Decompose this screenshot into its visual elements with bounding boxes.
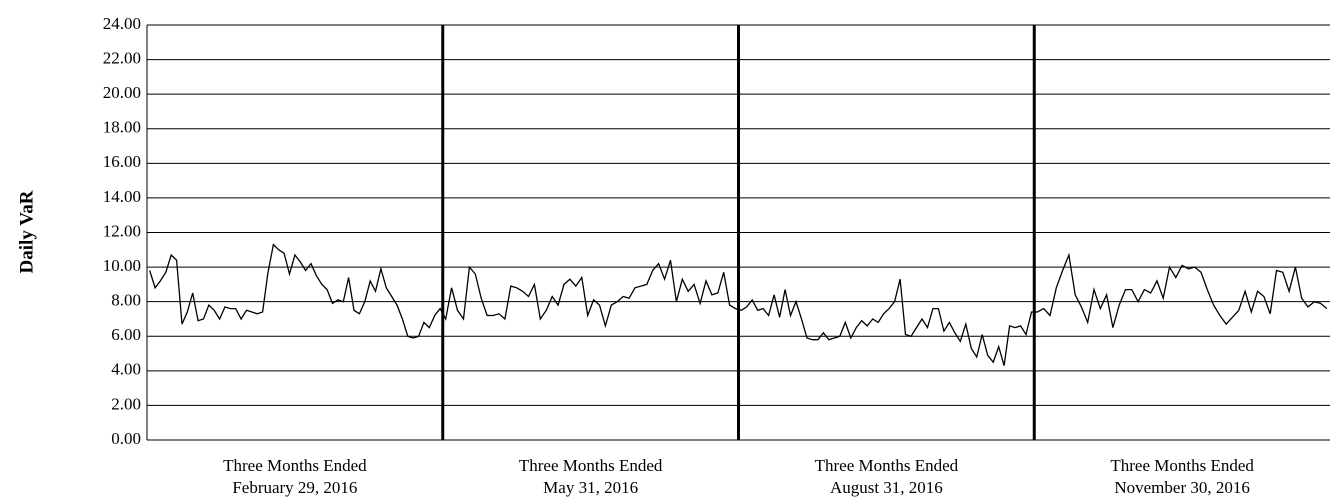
y-tick-label: 16.00 (103, 152, 141, 171)
y-axis-label: Daily VaR (16, 190, 37, 273)
x-tick-label: Three Months Ended (223, 456, 367, 475)
x-tick-label: November 30, 2016 (1114, 478, 1250, 497)
y-tick-label: 20.00 (103, 83, 141, 102)
x-tick-label: May 31, 2016 (543, 478, 638, 497)
y-tick-label: 10.00 (103, 256, 141, 275)
y-tick-label: 12.00 (103, 221, 141, 240)
y-tick-label: 18.00 (103, 118, 141, 137)
y-tick-label: 22.00 (103, 48, 141, 67)
x-tick-label: Three Months Ended (519, 456, 663, 475)
x-tick-label: Three Months Ended (815, 456, 959, 475)
x-tick-label: February 29, 2016 (232, 478, 357, 497)
line (149, 243, 1328, 366)
y-tick-label: 6.00 (111, 325, 141, 344)
y-tick-label: 4.00 (111, 360, 141, 379)
y-tick-label: 8.00 (111, 291, 141, 310)
y-tick-label: 2.00 (111, 394, 141, 413)
y-tick-label: 24.00 (103, 14, 141, 33)
y-tick-label: 0.00 (111, 429, 141, 448)
x-tick-label: August 31, 2016 (830, 478, 943, 497)
x-tick-label: Three Months Ended (1110, 456, 1254, 475)
y-tick-label: 14.00 (103, 187, 141, 206)
